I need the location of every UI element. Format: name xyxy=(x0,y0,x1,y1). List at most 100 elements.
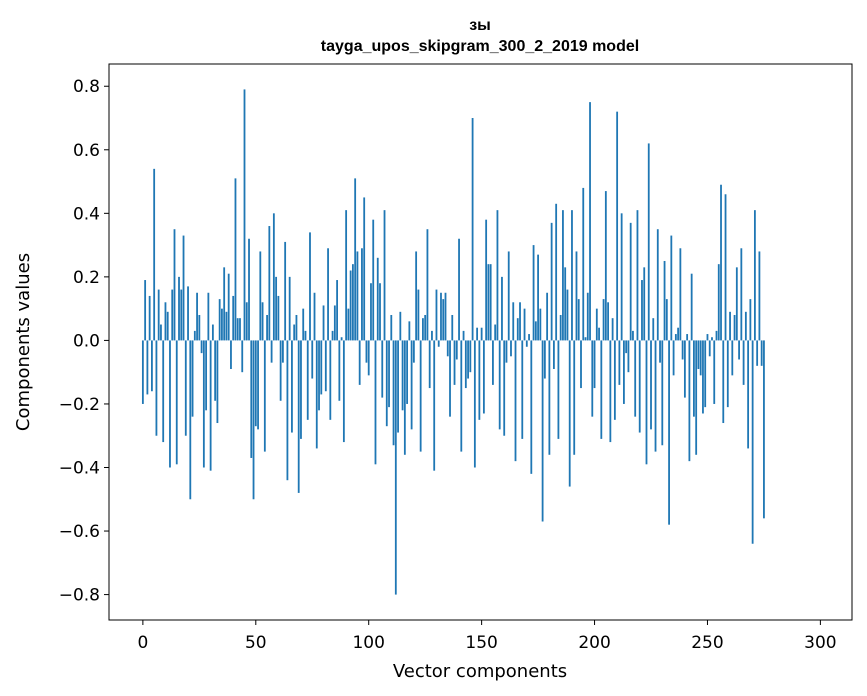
bar xyxy=(625,340,628,354)
bar xyxy=(254,340,257,427)
bar xyxy=(433,340,436,471)
bar xyxy=(473,340,476,468)
bar xyxy=(403,340,406,455)
y-tick-label: −0.6 xyxy=(59,522,100,542)
bar xyxy=(370,283,372,341)
bar xyxy=(207,292,210,341)
bar xyxy=(487,264,490,341)
bar xyxy=(634,340,637,417)
bar xyxy=(155,340,158,436)
y-tick-label: −0.4 xyxy=(59,458,100,478)
bar xyxy=(232,295,235,341)
bar xyxy=(589,102,591,341)
bar xyxy=(541,340,544,522)
bar xyxy=(146,340,149,395)
bar xyxy=(586,292,589,341)
y-axis-ticks: 0.8 0.6 0.4 0.2 0.0 −0.2 −0.4 −0.6 −0.8 xyxy=(59,77,109,606)
bar xyxy=(546,292,549,341)
bar xyxy=(295,314,298,341)
bar xyxy=(211,324,214,341)
bar xyxy=(512,302,515,341)
bar xyxy=(753,210,756,341)
bar xyxy=(498,340,501,430)
bar xyxy=(756,340,759,366)
bar xyxy=(679,248,682,341)
bar xyxy=(304,330,307,341)
bar xyxy=(476,327,479,341)
bar xyxy=(503,340,506,436)
bar xyxy=(620,213,623,341)
bar xyxy=(381,340,384,398)
bar xyxy=(530,340,533,474)
bar xyxy=(496,210,499,341)
bar xyxy=(643,267,646,341)
bar xyxy=(532,245,535,341)
bar xyxy=(742,340,745,385)
bar xyxy=(661,340,664,446)
bar xyxy=(557,340,560,439)
bar xyxy=(602,299,605,341)
bar xyxy=(196,292,198,341)
bar xyxy=(230,340,232,370)
bar xyxy=(437,340,440,347)
bar xyxy=(740,248,743,341)
x-tick-label: 100 xyxy=(352,633,384,653)
bar xyxy=(704,340,707,408)
bar xyxy=(613,340,616,420)
bar xyxy=(216,340,219,424)
bar xyxy=(618,340,621,385)
x-axis-label: Vector components xyxy=(393,661,567,682)
x-axis-ticks: 0 50 100 150 200 250 300 xyxy=(137,620,837,653)
bar xyxy=(315,340,318,449)
bar xyxy=(397,340,399,433)
bar xyxy=(171,289,174,341)
bar xyxy=(236,318,239,341)
bar xyxy=(293,324,296,341)
bar xyxy=(193,330,196,341)
bar xyxy=(623,340,625,404)
bar xyxy=(548,340,551,455)
bar xyxy=(428,340,431,389)
bar xyxy=(505,340,508,363)
bar xyxy=(735,267,738,341)
bar xyxy=(225,311,228,341)
bar xyxy=(458,238,460,341)
bar xyxy=(482,340,485,414)
bar xyxy=(749,299,752,341)
bar xyxy=(580,340,582,389)
bar xyxy=(514,340,517,462)
bar xyxy=(645,340,648,465)
bar xyxy=(593,340,596,389)
bar xyxy=(202,340,205,468)
bar xyxy=(388,340,390,408)
bar xyxy=(394,340,397,595)
bar xyxy=(390,314,393,341)
bar xyxy=(738,340,740,360)
bar xyxy=(349,270,352,341)
bar xyxy=(318,340,320,411)
bar xyxy=(141,340,144,404)
bar xyxy=(372,219,375,341)
bar xyxy=(446,340,449,357)
bar xyxy=(410,340,413,430)
bar xyxy=(663,260,666,341)
bar xyxy=(577,299,580,341)
bar xyxy=(286,340,289,481)
bar xyxy=(659,340,661,363)
bar xyxy=(187,286,189,341)
bar xyxy=(311,340,314,379)
y-tick-label: 0.0 xyxy=(73,331,100,351)
bar xyxy=(720,184,722,341)
bar xyxy=(582,187,585,341)
bar xyxy=(641,280,643,341)
bar xyxy=(702,340,704,414)
bar xyxy=(178,276,180,341)
bar xyxy=(510,340,512,357)
bar xyxy=(354,178,357,341)
bar xyxy=(751,340,754,544)
bar xyxy=(336,280,338,341)
bar xyxy=(688,340,691,462)
bar xyxy=(417,289,420,341)
x-tick-label: 300 xyxy=(804,633,836,653)
bar xyxy=(340,337,343,341)
